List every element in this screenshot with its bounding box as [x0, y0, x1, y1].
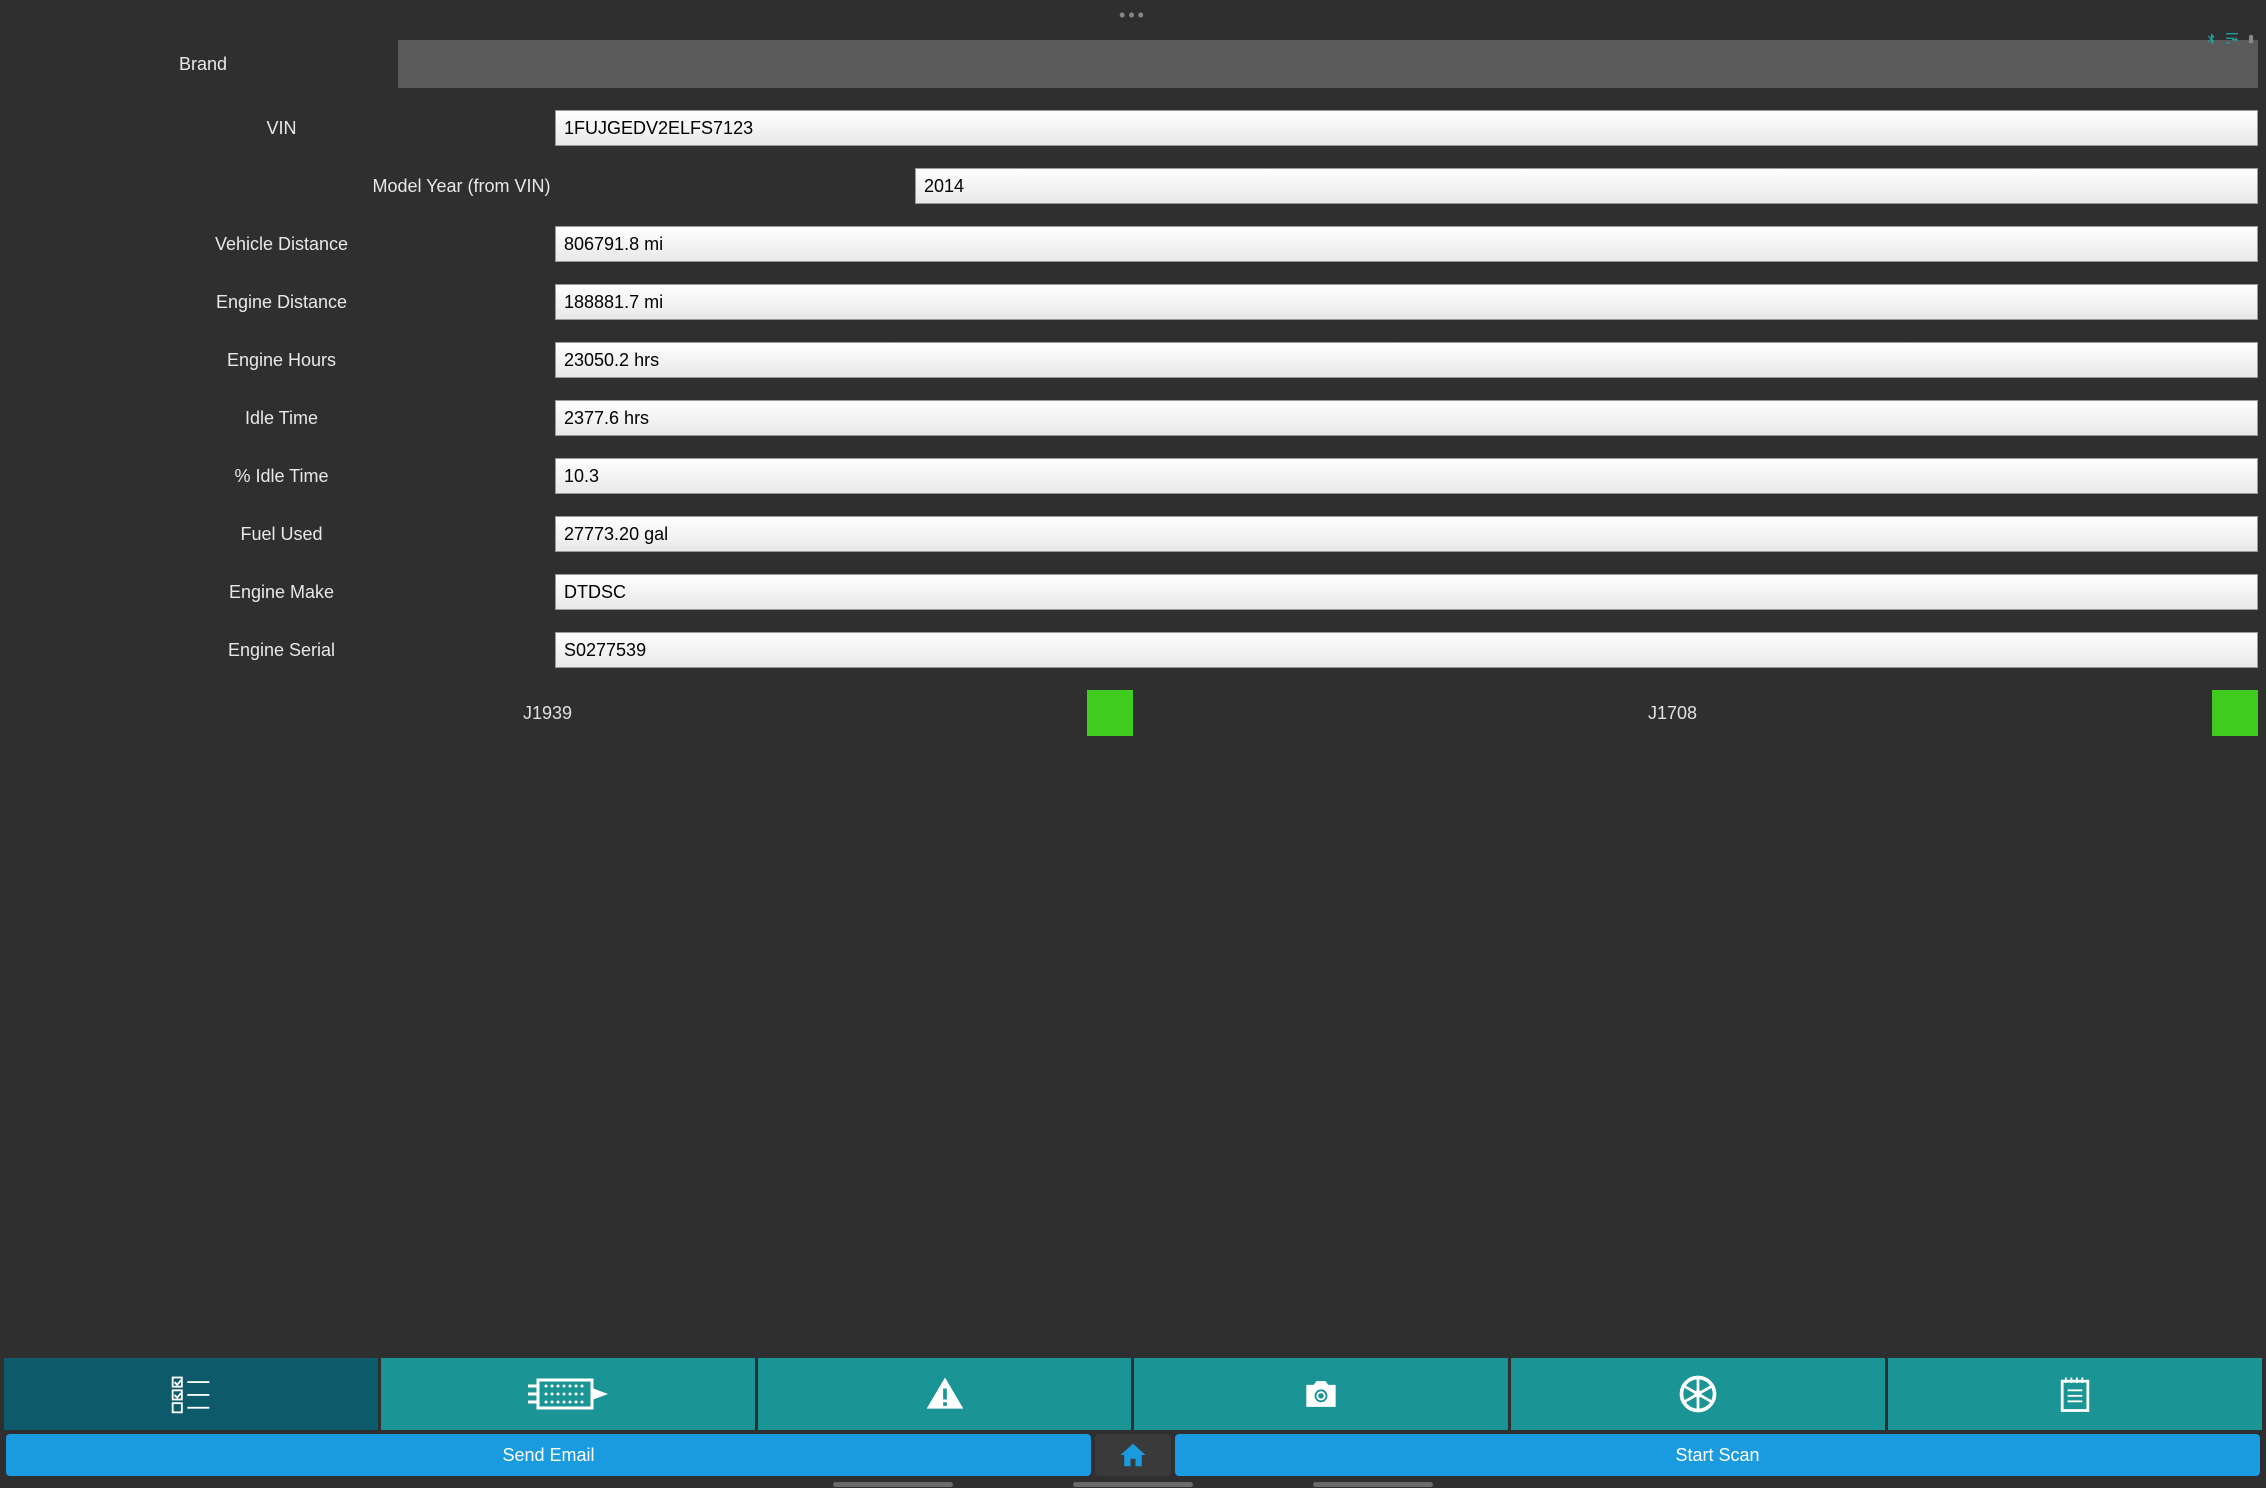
protocol-j1708: J1708 [1133, 690, 2258, 736]
label-vehicledistance: Vehicle Distance [8, 234, 555, 255]
label-brand: Brand [8, 54, 398, 75]
label-idletime: Idle Time [8, 408, 555, 429]
label-enginedistance: Engine Distance [8, 292, 555, 313]
row-idletime: Idle Time 2377.6 hrs [8, 400, 2258, 436]
value-engineserial[interactable]: S0277539 [555, 632, 2258, 668]
ecu-icon [518, 1372, 618, 1416]
label-pctidletime: % Idle Time [8, 466, 555, 487]
protocol-row: J1939 J1708 [8, 690, 2258, 736]
notes-icon [2053, 1372, 2097, 1416]
label-vin: VIN [8, 118, 555, 139]
label-j1708: J1708 [1133, 703, 2212, 724]
row-enginedistance: Engine Distance 188881.7 mi [8, 284, 2258, 320]
label-fuelused: Fuel Used [8, 524, 555, 545]
value-enginemake[interactable]: DTDSC [555, 574, 2258, 610]
label-enginehours: Engine Hours [8, 350, 555, 371]
action-bar: Send Email Start Scan [0, 1430, 2266, 1480]
protocol-j1939: J1939 [8, 690, 1133, 736]
checklist-icon [169, 1372, 213, 1416]
overflow-dots-icon: ••• [1119, 5, 1147, 26]
system-nav [0, 1480, 2266, 1488]
battery-icon [2246, 30, 2256, 48]
label-engineserial: Engine Serial [8, 640, 555, 661]
label-modelyear: Model Year (from VIN) [8, 176, 915, 197]
row-engineserial: Engine Serial S0277539 [8, 632, 2258, 668]
row-enginehours: Engine Hours 23050.2 hrs [8, 342, 2258, 378]
tab-checklist[interactable] [4, 1358, 378, 1430]
value-enginedistance[interactable]: 188881.7 mi [555, 284, 2258, 320]
value-pctidletime[interactable]: 10.3 [555, 458, 2258, 494]
indicator-j1939 [1087, 690, 1133, 736]
content-area: Brand VIN 1FUJGEDV2ELFS7123 Model Year (… [0, 30, 2266, 1358]
app-root: ••• Brand VIN 1FUJGEDV2ELFS7123 Model Ye… [0, 0, 2266, 1488]
value-vehicledistance[interactable]: 806791.8 mi [555, 226, 2258, 262]
row-enginemake: Engine Make DTDSC [8, 574, 2258, 610]
label-j1939: J1939 [8, 703, 1087, 724]
value-vin[interactable]: 1FUJGEDV2ELFS7123 [555, 110, 2258, 146]
status-icons [2204, 30, 2256, 48]
top-bar: ••• [0, 0, 2266, 30]
row-fuelused: Fuel Used 27773.20 gal [8, 516, 2258, 552]
row-modelyear: Model Year (from VIN) 2014 [8, 168, 2258, 204]
row-vehicledistance: Vehicle Distance 806791.8 mi [8, 226, 2258, 262]
alert-icon [923, 1372, 967, 1416]
nav-pill[interactable] [1313, 1482, 1433, 1487]
label-enginemake: Engine Make [8, 582, 555, 603]
tab-ecu[interactable] [381, 1358, 755, 1430]
tab-notes[interactable] [1888, 1358, 2262, 1430]
nav-pill[interactable] [833, 1482, 953, 1487]
tab-faults[interactable] [758, 1358, 1132, 1430]
row-pctidletime: % Idle Time 10.3 [8, 458, 2258, 494]
value-brand[interactable] [398, 40, 2258, 88]
wheel-icon [1676, 1372, 1720, 1416]
value-fuelused[interactable]: 27773.20 gal [555, 516, 2258, 552]
nav-pill[interactable] [1073, 1482, 1193, 1487]
tab-camera[interactable] [1134, 1358, 1508, 1430]
home-button[interactable] [1095, 1434, 1171, 1476]
tab-bar [0, 1358, 2266, 1430]
home-icon [1118, 1440, 1148, 1470]
send-email-button[interactable]: Send Email [6, 1434, 1091, 1476]
indicator-j1708 [2212, 690, 2258, 736]
value-enginehours[interactable]: 23050.2 hrs [555, 342, 2258, 378]
tab-wheel[interactable] [1511, 1358, 1885, 1430]
start-scan-button[interactable]: Start Scan [1175, 1434, 2260, 1476]
settings-icon [2224, 31, 2240, 47]
value-modelyear[interactable]: 2014 [915, 168, 2258, 204]
bluetooth-icon [2204, 30, 2218, 48]
value-idletime[interactable]: 2377.6 hrs [555, 400, 2258, 436]
camera-icon [1299, 1372, 1343, 1416]
row-vin: VIN 1FUJGEDV2ELFS7123 [8, 110, 2258, 146]
row-brand: Brand [8, 40, 2258, 88]
